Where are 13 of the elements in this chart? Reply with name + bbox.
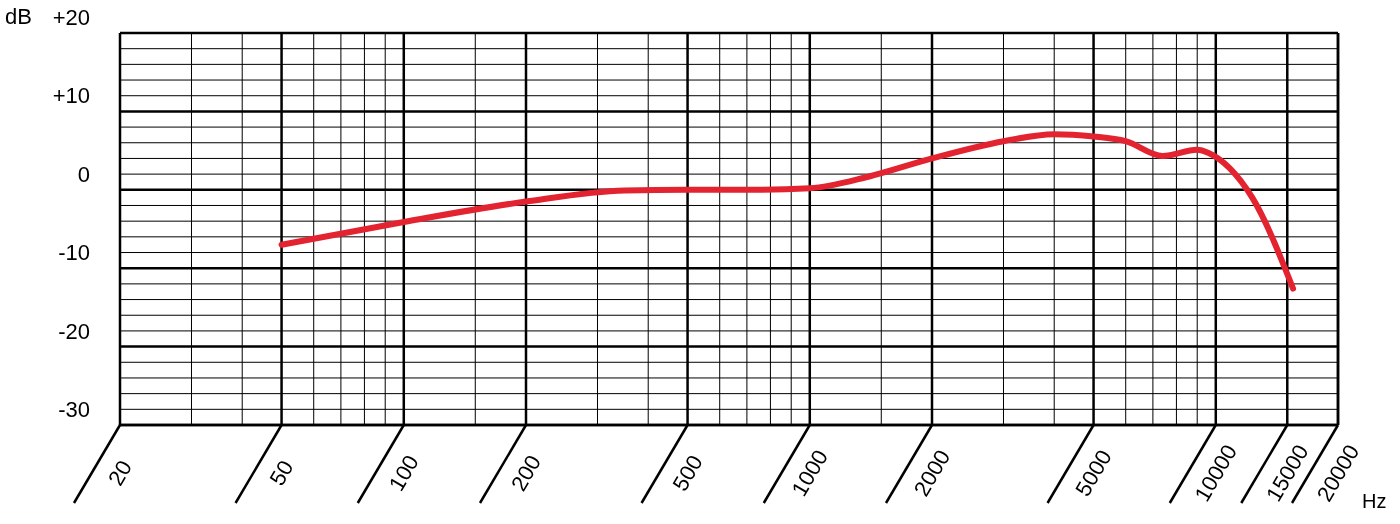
y-tick-label: +20: [52, 5, 90, 30]
x-axis-title: Hz: [1362, 490, 1387, 512]
y-tick-label: -30: [58, 397, 90, 422]
y-axis-title: dB: [5, 4, 32, 29]
x-tick-label: 100: [383, 450, 424, 496]
y-tick-label: +10: [52, 83, 90, 109]
y-tick-label: -10: [58, 240, 90, 266]
x-tick-label: 20: [103, 456, 137, 490]
y-tick-label: 0: [77, 161, 90, 187]
x-tick-label: 200: [505, 450, 547, 496]
x-tick-label: 500: [667, 450, 708, 496]
y-tick-label: -20: [58, 318, 90, 344]
x-tick-label: 50: [264, 456, 299, 490]
